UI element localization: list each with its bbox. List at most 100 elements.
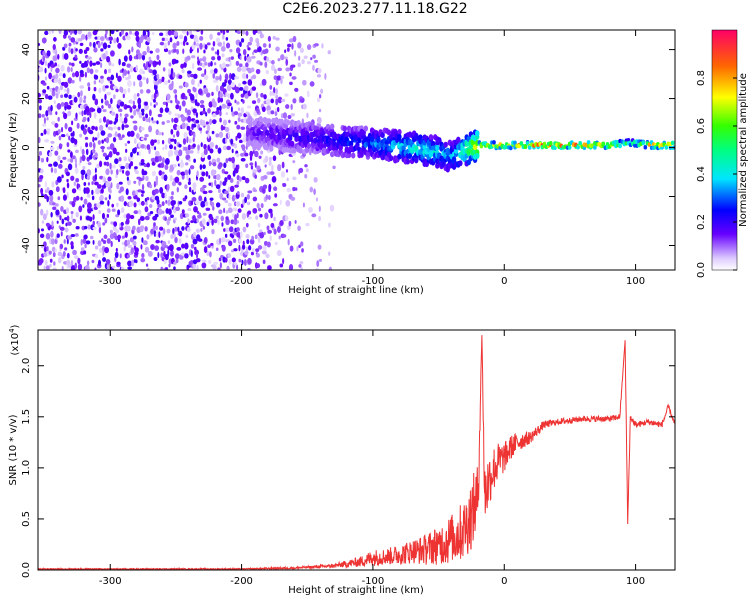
spectrogram-cell — [167, 249, 170, 257]
spectrogram-cell — [61, 174, 64, 179]
spectrogram-cell — [259, 231, 265, 239]
spectrogram-cell — [108, 194, 111, 200]
spectrogram-cell — [292, 98, 297, 104]
spectrogram-cell — [52, 87, 55, 92]
spectrogram-cell — [70, 265, 76, 270]
spectrogram-cell — [221, 244, 226, 252]
spectrogram-cell — [145, 118, 150, 123]
spectrogram-cell — [105, 30, 108, 35]
spectrogram-cell — [120, 195, 125, 202]
spectrogram-cell — [313, 188, 316, 195]
spectrogram-cell — [188, 177, 191, 183]
spectrogram-cell — [133, 210, 139, 215]
spectrogram-cell — [175, 258, 179, 264]
spectrogram-cell — [361, 129, 366, 136]
spectrogram-cell — [66, 142, 70, 148]
spectrogram-cell — [44, 259, 48, 266]
spectrogram-cell — [223, 162, 227, 169]
spectrogram-cell — [162, 228, 166, 235]
spectrogram-cell — [172, 200, 176, 205]
spectrogram-cell — [219, 262, 222, 269]
spectrogram-cell — [243, 85, 249, 91]
spectrogram-cell — [262, 184, 268, 190]
spectrogram-cell — [127, 70, 130, 75]
spectrogram-cell — [100, 62, 103, 69]
spectrogram-cell — [154, 150, 160, 157]
colorbar-ticks: 0.00.20.40.60.8 — [696, 70, 737, 278]
spectrogram-cell — [92, 136, 95, 143]
spectrogram-cell — [146, 45, 150, 53]
spectrogram-cell — [203, 246, 208, 254]
spectrogram-cell — [466, 148, 471, 155]
spectrogram-cell — [211, 91, 214, 97]
spectrogram-cell — [168, 50, 172, 55]
spectrogram-cell — [164, 216, 167, 221]
snr-frame — [37, 329, 676, 571]
spectrogram-cell — [253, 189, 258, 193]
spectrogram-cell — [292, 147, 297, 154]
spectrogram-cell — [165, 199, 168, 204]
spectrogram-cell — [163, 245, 169, 249]
spectrogram-cell — [113, 37, 117, 44]
spectrogram-cell — [251, 100, 257, 104]
chart-title: C2E6.2023.277.11.18.G22 — [282, 1, 468, 17]
spectrogram-cell — [133, 81, 136, 87]
spectrogram-cell — [298, 264, 302, 268]
spectrogram-cell — [167, 68, 171, 74]
spectrogram-cell — [137, 97, 142, 105]
spectrogram-cell — [168, 196, 171, 200]
spectrogram-cell — [222, 119, 228, 126]
spectrogram-cell — [119, 168, 122, 173]
spectrogram-cell — [219, 192, 224, 200]
y-tick-label: 1.0 — [21, 460, 32, 476]
spectrogram-cell — [255, 215, 259, 220]
spectrogram-cell — [133, 138, 137, 145]
spectrogram-cell — [74, 157, 78, 165]
spectrogram-cell — [253, 49, 259, 53]
spectrogram-cell — [100, 145, 105, 150]
spectrogram-cell — [263, 94, 267, 100]
spectrogram-cell — [260, 150, 264, 155]
snr-panel: -300 -200 -100 0 100 0.00.51.01.52.0 Height … — [8, 324, 676, 596]
spectrogram-cell — [168, 208, 172, 216]
spectrogram-cell — [171, 181, 177, 187]
spectrogram-cell — [203, 74, 209, 81]
spectrogram-cell — [142, 116, 146, 122]
spectrogram-cell — [130, 151, 133, 158]
spectrogram-cell — [242, 49, 247, 56]
spectrogram-cell — [139, 89, 144, 94]
spectrogram-cell — [101, 139, 104, 144]
spectrogram-cell — [211, 47, 215, 51]
spectrogram-cell — [260, 31, 263, 38]
spectrogram-cell — [129, 65, 134, 73]
spectrogram-cell — [246, 56, 252, 63]
spectrogram-cell — [269, 60, 272, 64]
spectrogram-cell — [101, 105, 104, 109]
spectrogram-cell — [234, 75, 240, 80]
spectrogram-cell — [153, 180, 156, 188]
spectrogram-cell — [249, 162, 254, 166]
y-tick-label: 0 — [21, 144, 32, 150]
spectrogram-cell — [186, 136, 189, 144]
spectrogram-cell — [161, 37, 166, 42]
spectrogram-cell — [247, 79, 253, 86]
spectrogram-cell — [121, 30, 125, 35]
spectrogram-cell — [201, 110, 207, 115]
spectrogram-cell — [136, 74, 142, 81]
spectrogram-cell — [229, 48, 233, 53]
spectrogram-cell — [51, 220, 54, 228]
spectrogram-cell — [328, 222, 331, 228]
spectrogram-cell — [302, 202, 305, 208]
spectrogram-cell — [153, 98, 156, 103]
spectrogram-cell — [185, 162, 189, 166]
spectrogram-cell — [52, 55, 58, 62]
spectrogram-cell — [160, 266, 164, 270]
spectrogram-cell — [70, 213, 73, 220]
spectrogram-cell — [154, 195, 160, 201]
spectrogram-cell — [86, 67, 91, 74]
spectrogram-cell — [174, 236, 178, 244]
spectrogram-cell — [192, 214, 196, 222]
spectrogram-cell — [187, 181, 192, 186]
spectrogram-cell — [183, 131, 188, 138]
spectrogram-cell — [171, 80, 174, 88]
